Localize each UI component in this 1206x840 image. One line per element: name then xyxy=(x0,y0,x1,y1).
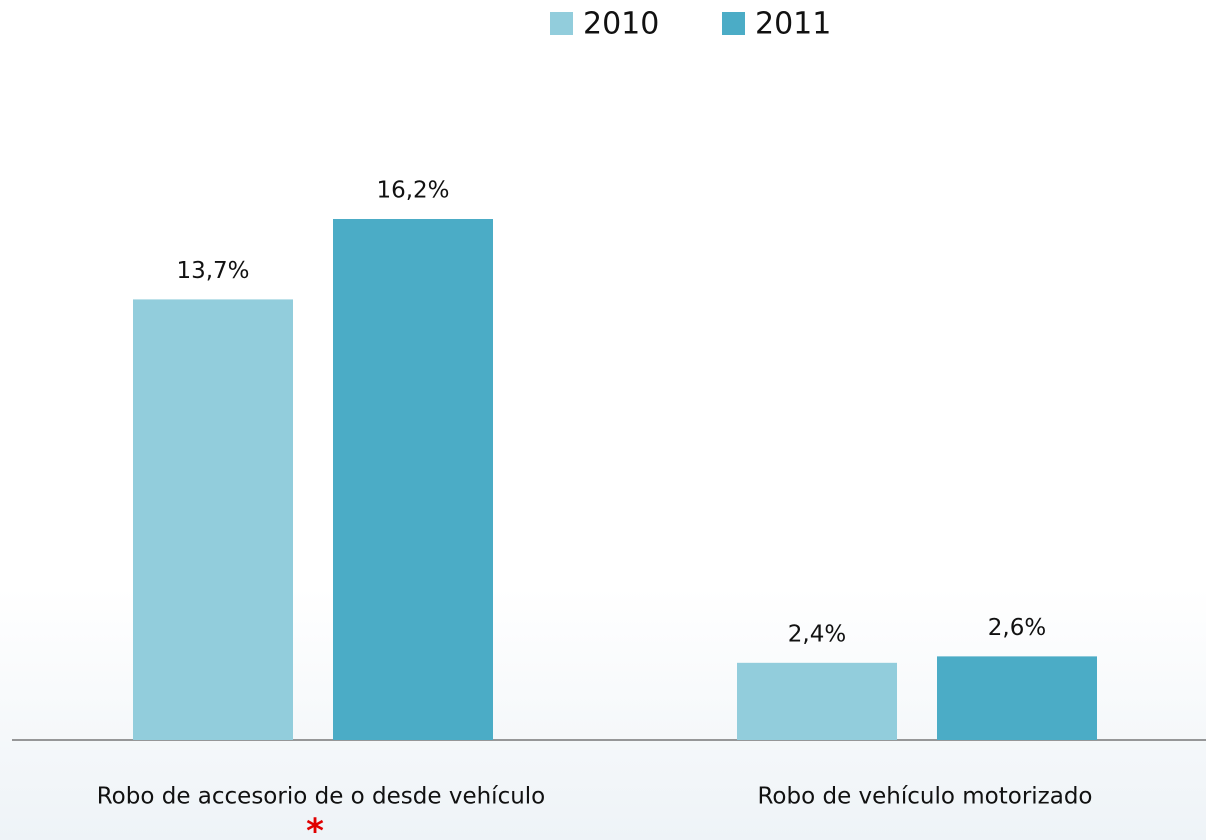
legend-swatch xyxy=(550,12,573,35)
x-tick-label: Robo de accesorio de o desde vehículo xyxy=(97,784,546,810)
data-label: 16,2% xyxy=(376,178,449,204)
legend-swatch xyxy=(722,12,745,35)
data-label: 2,6% xyxy=(988,615,1046,641)
data-label: 2,4% xyxy=(788,621,846,647)
x-tick-label: Robo de vehículo motorizado xyxy=(757,784,1092,810)
bar xyxy=(937,656,1097,740)
bar xyxy=(133,299,293,740)
legend-label: 2011 xyxy=(755,7,831,42)
bar xyxy=(333,219,493,740)
annotation: * xyxy=(306,812,324,840)
legend-label: 2010 xyxy=(583,7,659,42)
bar xyxy=(737,662,897,740)
data-label: 13,7% xyxy=(176,258,249,284)
